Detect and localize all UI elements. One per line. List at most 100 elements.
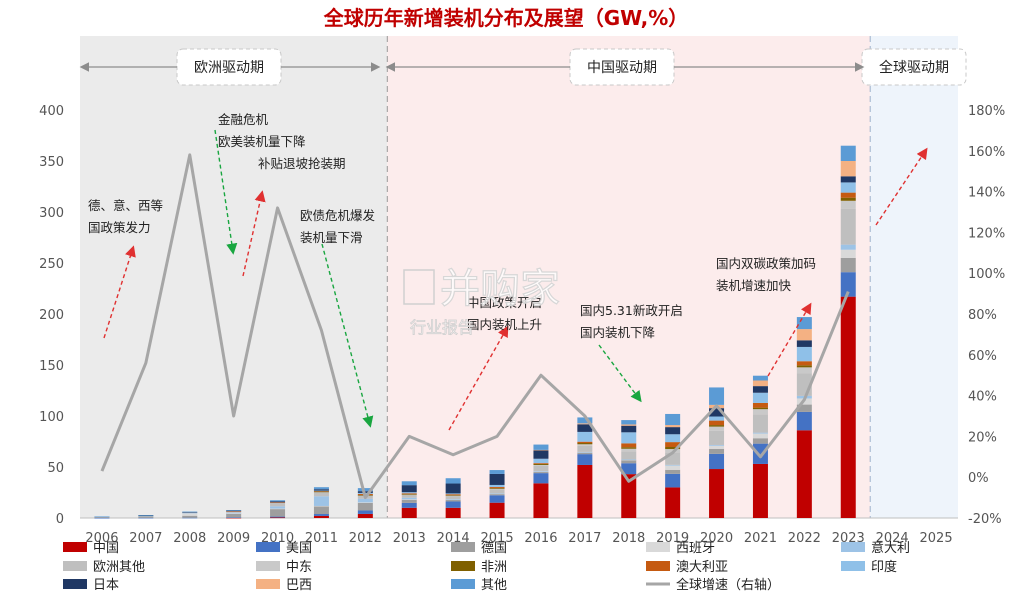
bar-segment: [621, 420, 637, 425]
bar-segment: [182, 511, 198, 513]
bar-segment: [621, 459, 637, 461]
legend-swatch: [63, 561, 87, 571]
annotation-text: 德、意、西等: [88, 198, 163, 213]
x-tick-label: 2020: [700, 531, 733, 546]
bar-segment: [357, 510, 373, 514]
bar-segment: [796, 340, 812, 347]
bar-segment: [401, 494, 417, 496]
bar-segment: [840, 182, 856, 193]
bar-segment: [182, 512, 198, 514]
bar-segment: [796, 411, 812, 431]
bar-segment: [313, 490, 329, 492]
bar-segment: [401, 507, 417, 518]
bar-segment: [445, 495, 461, 496]
bar-segment: [533, 463, 549, 465]
bar-segment: [445, 495, 461, 497]
bar-segment: [533, 449, 549, 451]
x-tick-label: 2007: [129, 531, 162, 546]
bar-segment: [796, 346, 812, 362]
y-tick-label: 200: [39, 308, 64, 323]
bar-segment: [577, 451, 593, 453]
bar-segment: [577, 444, 593, 446]
legend-swatch: [256, 561, 280, 571]
bar-segment: [533, 471, 549, 473]
bar-segment: [445, 499, 461, 500]
legend-label: 美国: [286, 541, 312, 556]
x-tick-label: 2024: [876, 531, 909, 546]
bar-segment: [313, 514, 329, 516]
bar-segment: [577, 454, 593, 465]
x-tick-label: 2025: [920, 531, 953, 546]
bar-segment: [313, 491, 329, 493]
y2-tick-label: 140%: [968, 186, 1005, 201]
bar-segment: [621, 463, 637, 475]
phase-backgrounds: [80, 36, 958, 518]
legend-swatch: [646, 542, 670, 552]
chart-title: 全球历年新增装机分布及展望（GW,%）: [323, 6, 689, 30]
bar-segment: [752, 414, 768, 433]
bar-segment: [709, 425, 725, 427]
bar-segment: [533, 444, 549, 450]
bar-segment: [840, 161, 856, 177]
bar-segment: [313, 490, 329, 492]
bar-segment: [665, 413, 681, 426]
bar-segment: [313, 515, 329, 518]
bar-segment: [840, 145, 856, 161]
bar-segment: [489, 495, 505, 503]
bar-segment: [357, 513, 373, 518]
growth-line-layer: [100, 153, 850, 500]
bar-segment: [709, 445, 725, 449]
bar-segment: [226, 512, 242, 514]
bar-segment: [270, 501, 286, 503]
bar-segment: [665, 425, 681, 428]
legend-swatch: [451, 542, 475, 552]
bar-segment: [577, 452, 593, 453]
bar-segment: [401, 497, 417, 500]
bar-segment: [138, 517, 154, 519]
y-tick-label: 50: [47, 461, 64, 476]
bar-segment: [313, 505, 329, 507]
bar-segment: [270, 506, 286, 509]
y2-tick-label: -20%: [968, 512, 1002, 527]
legend-label: 中国: [93, 541, 119, 556]
bar-segment: [533, 483, 549, 518]
bar-segment: [489, 493, 505, 495]
annotation-text: 装机增速加快: [716, 278, 792, 293]
bar-segment: [270, 502, 286, 507]
bar-segment: [226, 511, 242, 512]
bar-segment: [621, 460, 637, 464]
bar-segment: [665, 434, 681, 443]
bar-segment: [621, 424, 637, 426]
bar-segment: [752, 386, 768, 393]
bar-segment: [621, 451, 637, 460]
bar-segment: [533, 473, 549, 484]
bar-segment: [489, 493, 505, 494]
legend-label: 西班牙: [676, 541, 715, 556]
bar-segment: [445, 507, 461, 518]
bar-segment: [577, 417, 593, 424]
y2-tick-label: 60%: [968, 349, 997, 364]
x-tick-label: 2018: [612, 531, 645, 546]
bar-segment: [357, 502, 373, 511]
bar-segment: [796, 404, 812, 412]
bar-segment: [840, 197, 856, 201]
bar-segment: [94, 517, 110, 519]
watermark-logo-icon: [403, 269, 435, 305]
bar-segment: [401, 494, 417, 498]
bar-segment: [796, 365, 812, 368]
bar-segment: [270, 517, 286, 519]
bar-segment: [445, 495, 461, 500]
bar-segment: [138, 515, 154, 517]
phase-europe-bg: [80, 36, 388, 518]
bar-segment: [489, 487, 505, 489]
bar-segment: [445, 483, 461, 494]
bar-segment: [445, 494, 461, 496]
bar-segment: [226, 517, 242, 518]
x-tick-label: 2013: [393, 531, 426, 546]
y-tick-label: 150: [39, 359, 64, 374]
bar-segment: [840, 200, 856, 209]
legend-label: 全球增速（右轴）: [676, 577, 780, 593]
bar-segment: [621, 447, 637, 449]
bar-segment: [752, 433, 768, 439]
